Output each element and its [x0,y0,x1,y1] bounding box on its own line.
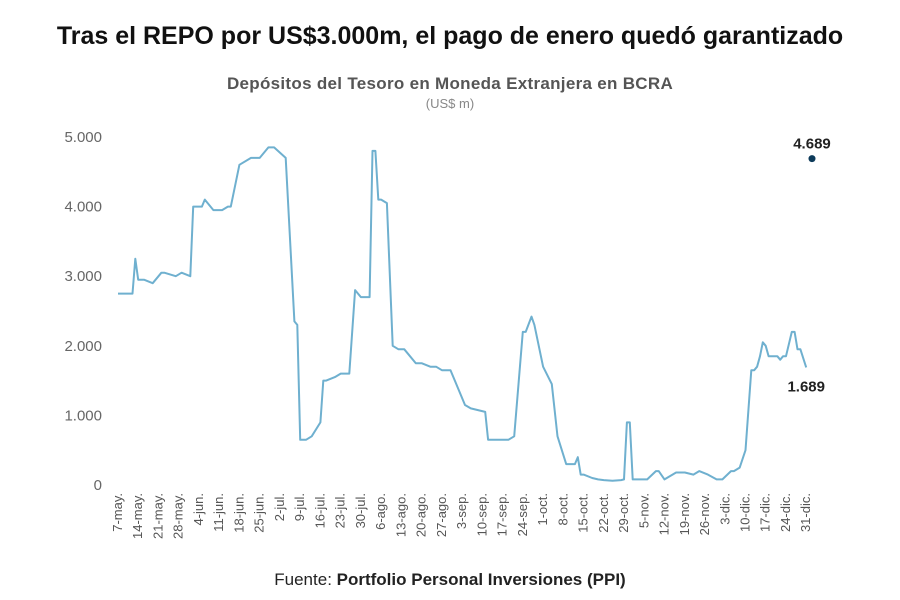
x-tick-label: 7-may. [110,493,125,532]
x-tick-label: 10-sep. [474,493,489,536]
x-tick-label: 27-ago. [434,493,449,537]
y-tick-label: 0 [94,477,102,494]
x-tick-label: 9-jul. [292,493,307,521]
x-tick-label: 16-jul. [312,493,327,528]
x-tick-label: 2-jul. [272,493,287,521]
series-line [118,146,808,482]
x-tick-label: 17-sep. [495,493,510,536]
y-tick-label: 1.000 [64,407,102,424]
y-tick-label: 3.000 [64,268,102,285]
x-tick-label: 10-dic. [737,493,752,532]
x-tick-label: 17-dic. [758,493,773,532]
chart-title: Depósitos del Tesoro en Moneda Extranjer… [226,74,674,93]
x-tick-label: 13-ago. [393,493,408,537]
x-tick-label: 15-oct. [576,493,591,533]
x-tick-label: 6-ago. [373,493,388,530]
x-tick-label: 29-oct. [616,493,631,533]
x-tick-label: 3-sep. [454,493,469,529]
y-tick-label: 5.000 [64,129,102,146]
y-tick-label: 4.000 [64,199,102,216]
x-tick-label: 30-jul. [353,493,368,528]
x-tick-label: 3-dic. [717,493,732,525]
y-tick-label: 2.000 [64,338,102,355]
data-label: 4.689 [793,136,831,153]
x-tick-label: 21-may. [150,493,165,539]
x-tick-label: 25-jun. [252,493,267,533]
x-tick-label: 28-may. [171,493,186,539]
data-point [808,155,816,163]
data-label: 1.689 [787,378,825,395]
x-tick-label: 5-nov. [636,493,651,528]
x-tick-label: 19-nov. [677,493,692,535]
x-tick-label: 24-sep. [515,493,530,536]
headline: Tras el REPO por US$3.000m, el pago de e… [56,22,844,50]
x-tick-label: 12-nov. [657,493,672,535]
x-tick-label: 31-dic. [798,493,813,532]
source-prefix: Fuente: [274,570,337,589]
x-tick-label: 14-may. [130,493,145,539]
x-tick-label: 20-ago. [414,493,429,537]
x-tick-label: 26-nov. [697,493,712,535]
source-note: Fuente: Portfolio Personal Inversiones (… [0,570,900,590]
x-tick-label: 18-jun. [231,493,246,533]
x-tick-label: 4-jun. [191,493,206,526]
source-name: Portfolio Personal Inversiones (PPI) [336,570,626,589]
chart-units: (US$ m) [425,96,475,111]
x-tick-label: 11-jun. [211,493,226,532]
x-tick-label: 22-oct. [596,493,611,533]
x-tick-label: 23-jul. [333,493,348,528]
x-tick-label: 24-dic. [778,493,793,532]
x-tick-label: 8-oct. [555,493,570,526]
x-tick-label: 1-oct. [535,493,550,526]
